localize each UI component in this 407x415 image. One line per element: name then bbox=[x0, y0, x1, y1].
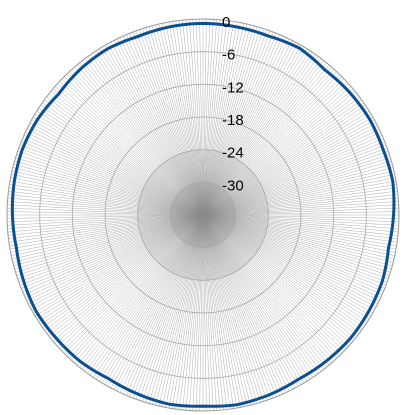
outer-ring bbox=[6, 18, 400, 412]
radial-gridline bbox=[71, 83, 335, 347]
angular-grid bbox=[7, 19, 399, 411]
radial-grid bbox=[6, 18, 400, 412]
radial-tick-label: -6 bbox=[222, 47, 235, 64]
radial-tick-label: 0 bbox=[222, 14, 230, 31]
radial-gridline bbox=[169, 181, 237, 249]
radial-tick-label: -24 bbox=[222, 145, 244, 162]
radial-tick-label: -12 bbox=[222, 79, 244, 96]
radial-gridline bbox=[137, 149, 269, 281]
series-layer bbox=[10, 21, 396, 408]
radial-gridline bbox=[39, 51, 367, 379]
radial-tick-label: -18 bbox=[222, 112, 244, 129]
series-line bbox=[10, 21, 396, 408]
radial-tick-label: -30 bbox=[222, 177, 244, 194]
plot-area: 0 -6 -12 -18 -24 -30 bbox=[6, 14, 400, 412]
radial-tick-labels: 0 -6 -12 -18 -24 -30 bbox=[222, 14, 244, 194]
radial-gridline bbox=[104, 116, 302, 314]
